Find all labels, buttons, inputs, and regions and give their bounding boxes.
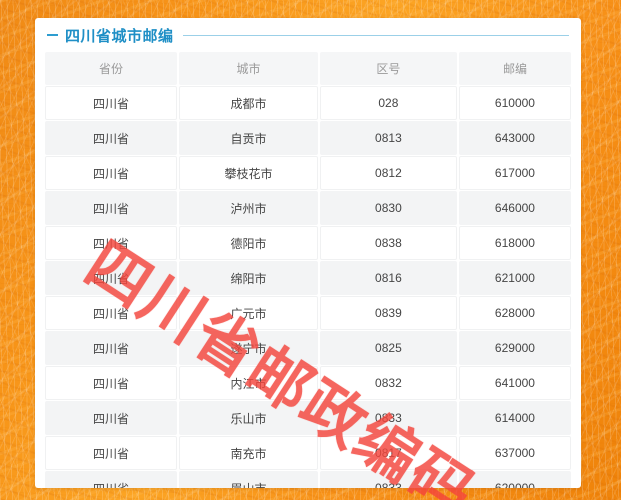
cell-city: 遂宁市 <box>178 331 318 365</box>
cell-province: 四川省 <box>45 331 177 365</box>
column-header-area-code: 区号 <box>319 52 457 85</box>
table-row[interactable]: 四川省眉山市0833620000 <box>45 471 572 488</box>
table-row[interactable]: 四川省 遂宁市 0825 629000 <box>45 331 572 365</box>
table-row[interactable]: 四川省 自贡市 0813 643000 <box>45 121 572 155</box>
column-header-province: 省份 <box>45 52 177 85</box>
cell-area-code: 0825 <box>319 331 457 365</box>
table-row[interactable]: 四川省 内江市 0832 641000 <box>45 366 572 400</box>
cell-postal-code: 637000 <box>458 436 572 470</box>
page-title: 四川省城市邮编 <box>65 27 174 45</box>
card-title-bar: 四川省城市邮编 <box>35 18 581 52</box>
cell-city: 攀枝花市 <box>178 156 318 190</box>
table-row[interactable]: 四川省 泸州市 0830 646000 <box>45 191 572 225</box>
table-row[interactable]: 四川省 广元市 0839 628000 <box>45 296 572 330</box>
table-row[interactable]: 四川省 南充市 0817 637000 <box>45 436 572 470</box>
cell-postal-code: 620000 <box>458 471 572 488</box>
column-header-postal: 邮编 <box>458 52 572 85</box>
cell-area-code: 0833 <box>319 471 457 488</box>
column-header-city: 城市 <box>178 52 318 85</box>
cell-province: 四川省 <box>45 191 177 225</box>
cell-province: 四川省 <box>45 86 177 120</box>
cell-postal-code: 610000 <box>458 86 572 120</box>
cell-city: 自贡市 <box>178 121 318 155</box>
cell-area-code: 0812 <box>319 156 457 190</box>
cell-province: 四川省 <box>45 366 177 400</box>
cell-postal-code: 646000 <box>458 191 572 225</box>
cell-city: 南充市 <box>178 436 318 470</box>
postal-code-table: 省份 城市 区号 邮编 四川省 成都市 028 610000 四川省 自贡市 0813 643… <box>35 52 581 488</box>
cell-postal-code: 643000 <box>458 121 572 155</box>
cell-postal-code: 629000 <box>458 331 572 365</box>
cell-province: 四川省 <box>45 471 177 488</box>
cell-area-code: 0813 <box>319 121 457 155</box>
cell-province: 四川省 <box>45 401 177 435</box>
cell-area-code: 0830 <box>319 191 457 225</box>
table-body: 四川省 成都市 028 610000 四川省 自贡市 0813 643000 四川省 攀枝花市 08… <box>45 86 572 488</box>
cell-city: 广元市 <box>178 296 318 330</box>
cell-area-code: 0832 <box>319 366 457 400</box>
cell-city: 绵阳市 <box>178 261 318 295</box>
cell-postal-code: 614000 <box>458 401 572 435</box>
table-row[interactable]: 四川省 成都市 028 610000 <box>45 86 572 120</box>
table-row[interactable]: 四川省 攀枝花市 0812 617000 <box>45 156 572 190</box>
cell-city: 眉山市 <box>178 471 318 488</box>
cell-postal-code: 628000 <box>458 296 572 330</box>
cell-postal-code: 641000 <box>458 366 572 400</box>
cell-province: 四川省 <box>45 261 177 295</box>
cell-area-code: 0833 <box>319 401 457 435</box>
cell-city: 德阳市 <box>178 226 318 260</box>
cell-province: 四川省 <box>45 296 177 330</box>
cell-city: 内江市 <box>178 366 318 400</box>
title-dash-left-icon <box>47 34 58 36</box>
cell-area-code: 028 <box>319 86 457 120</box>
cell-province: 四川省 <box>45 156 177 190</box>
cell-postal-code: 621000 <box>458 261 572 295</box>
cell-city: 泸州市 <box>178 191 318 225</box>
cell-province: 四川省 <box>45 121 177 155</box>
cell-city: 乐山市 <box>178 401 318 435</box>
cell-area-code: 0816 <box>319 261 457 295</box>
cell-postal-code: 617000 <box>458 156 572 190</box>
table-row[interactable]: 四川省 乐山市 0833 614000 <box>45 401 572 435</box>
title-rule-right-icon <box>182 34 569 36</box>
table-header-row: 省份 城市 区号 邮编 <box>45 52 572 85</box>
postal-code-card: 四川省城市邮编 省份 城市 区号 邮编 四川省 成都市 028 610000 四川省 自贡… <box>35 18 581 488</box>
cell-province: 四川省 <box>45 436 177 470</box>
cell-area-code: 0838 <box>319 226 457 260</box>
cell-city: 成都市 <box>178 86 318 120</box>
cell-area-code: 0839 <box>319 296 457 330</box>
table-row[interactable]: 四川省 绵阳市 0816 621000 <box>45 261 572 295</box>
cell-province: 四川省 <box>45 226 177 260</box>
table-row[interactable]: 四川省 德阳市 0838 618000 <box>45 226 572 260</box>
cell-postal-code: 618000 <box>458 226 572 260</box>
cell-area-code: 0817 <box>319 436 457 470</box>
